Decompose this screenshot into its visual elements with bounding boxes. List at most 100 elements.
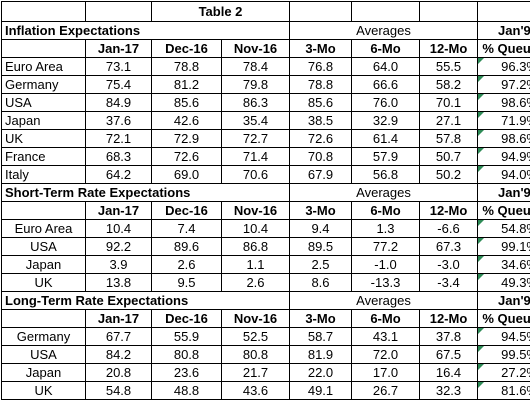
col-header[interactable]: % Queue xyxy=(478,40,530,58)
cell-value[interactable]: 67.7 xyxy=(86,328,152,346)
col-header[interactable]: 3-Mo xyxy=(290,310,352,328)
row-label[interactable]: Euro Area xyxy=(2,58,86,76)
row-label[interactable]: USA xyxy=(2,238,86,256)
col-header[interactable]: 3-Mo xyxy=(290,40,352,58)
cell-value[interactable]: 89.6 xyxy=(152,238,222,256)
cell-value[interactable]: 43.1 xyxy=(352,328,420,346)
title-blank[interactable] xyxy=(290,2,352,22)
cell-value[interactable]: 98.6% xyxy=(478,130,530,148)
row-label[interactable]: France xyxy=(2,148,86,166)
cell-value[interactable]: 10.4 xyxy=(222,220,290,238)
cell-value[interactable]: 67.3 xyxy=(420,238,478,256)
title-blank[interactable] xyxy=(352,2,420,22)
cell-value[interactable]: 71.4 xyxy=(222,148,290,166)
cell-value[interactable]: 72.0 xyxy=(352,346,420,364)
col-header[interactable]: Jan-17 xyxy=(86,310,152,328)
cell-value[interactable]: 67.9 xyxy=(290,166,352,184)
cell-value[interactable]: 67.5 xyxy=(420,346,478,364)
col-header[interactable]: 12-Mo xyxy=(420,202,478,220)
table-title[interactable]: Table 2 xyxy=(152,2,290,22)
cell-value[interactable]: 79.8 xyxy=(222,76,290,94)
cell-value[interactable]: 94.5% xyxy=(478,328,530,346)
cell-value[interactable]: 50.7 xyxy=(420,148,478,166)
cell-value[interactable]: -1.0 xyxy=(352,256,420,274)
col-header[interactable]: Dec-16 xyxy=(152,310,222,328)
cell-value[interactable]: 2.6 xyxy=(152,256,222,274)
row-label[interactable]: UK xyxy=(2,130,86,148)
row-label[interactable]: Japan xyxy=(2,256,86,274)
row-label[interactable]: Japan xyxy=(2,112,86,130)
cell-value[interactable]: 3.9 xyxy=(86,256,152,274)
title-blank[interactable] xyxy=(420,2,478,22)
col-header[interactable]: 6-Mo xyxy=(352,202,420,220)
cell-value[interactable]: 27.1 xyxy=(420,112,478,130)
cell-value[interactable]: 84.2 xyxy=(86,346,152,364)
cell-value[interactable]: 76.8 xyxy=(290,58,352,76)
cell-value[interactable]: 54.8% xyxy=(478,220,530,238)
cell-value[interactable]: 10.4 xyxy=(86,220,152,238)
averages-label[interactable]: Averages xyxy=(290,22,478,40)
cell-value[interactable]: 72.6 xyxy=(290,130,352,148)
cell-value[interactable]: 32.9 xyxy=(352,112,420,130)
cell-value[interactable]: 2.5 xyxy=(290,256,352,274)
cell-value[interactable]: 85.6 xyxy=(152,94,222,112)
col-header[interactable]: 6-Mo xyxy=(352,40,420,58)
row-label[interactable]: UK xyxy=(2,274,86,292)
cell-value[interactable]: 86.3 xyxy=(222,94,290,112)
cell-value[interactable]: 71.9% xyxy=(478,112,530,130)
col-header[interactable]: % Queue xyxy=(478,310,530,328)
title-blank[interactable] xyxy=(86,2,152,22)
cell-value[interactable]: 76.0 xyxy=(352,94,420,112)
col-header[interactable]: Dec-16 xyxy=(152,40,222,58)
jan99-label[interactable]: Jan'99 xyxy=(478,184,530,202)
cell-value[interactable]: 84.9 xyxy=(86,94,152,112)
cell-value[interactable]: 81.2 xyxy=(152,76,222,94)
cell-value[interactable]: 72.9 xyxy=(152,130,222,148)
col-header[interactable]: 12-Mo xyxy=(420,40,478,58)
averages-label[interactable]: Averages xyxy=(290,292,478,310)
cell-value[interactable]: 58.7 xyxy=(290,328,352,346)
cell-value[interactable]: 58.2 xyxy=(420,76,478,94)
cell-value[interactable]: 8.6 xyxy=(290,274,352,292)
col-header[interactable]: Nov-16 xyxy=(222,310,290,328)
col-header[interactable]: Jan-17 xyxy=(86,40,152,58)
cell-value[interactable]: 70.1 xyxy=(420,94,478,112)
cell-value[interactable]: 72.6 xyxy=(152,148,222,166)
cell-value[interactable]: 17.0 xyxy=(352,364,420,382)
col-header[interactable]: 3-Mo xyxy=(290,202,352,220)
cell-value[interactable]: 61.4 xyxy=(352,130,420,148)
row-label[interactable]: USA xyxy=(2,346,86,364)
section-title[interactable]: Short-Term Rate Expectations xyxy=(2,184,290,202)
cell-value[interactable]: 1.1 xyxy=(222,256,290,274)
cell-value[interactable]: 23.6 xyxy=(152,364,222,382)
col-header[interactable]: 12-Mo xyxy=(420,310,478,328)
cell-value[interactable]: 26.7 xyxy=(352,382,420,400)
cell-value[interactable]: 49.1 xyxy=(290,382,352,400)
cell-value[interactable]: 9.5 xyxy=(152,274,222,292)
col-header[interactable]: 6-Mo xyxy=(352,310,420,328)
cell-value[interactable]: 81.9 xyxy=(290,346,352,364)
cell-value[interactable]: 64.2 xyxy=(86,166,152,184)
cell-value[interactable]: 52.5 xyxy=(222,328,290,346)
cell-value[interactable]: 34.6% xyxy=(478,256,530,274)
cell-value[interactable]: 99.1% xyxy=(478,238,530,256)
cell-value[interactable]: 56.8 xyxy=(352,166,420,184)
cell-value[interactable]: 16.4 xyxy=(420,364,478,382)
cell-value[interactable]: 92.2 xyxy=(86,238,152,256)
cell-value[interactable]: 70.6 xyxy=(222,166,290,184)
row-label[interactable]: Germany xyxy=(2,76,86,94)
cell-value[interactable]: 96.3% xyxy=(478,58,530,76)
row-label[interactable]: Italy xyxy=(2,166,86,184)
header-blank[interactable] xyxy=(2,310,86,328)
cell-value[interactable]: -13.3 xyxy=(352,274,420,292)
cell-value[interactable]: 50.2 xyxy=(420,166,478,184)
cell-value[interactable]: 54.8 xyxy=(86,382,152,400)
cell-value[interactable]: 86.8 xyxy=(222,238,290,256)
cell-value[interactable]: 85.6 xyxy=(290,94,352,112)
cell-value[interactable]: 43.6 xyxy=(222,382,290,400)
cell-value[interactable]: 97.2% xyxy=(478,76,530,94)
cell-value[interactable]: 49.3% xyxy=(478,274,530,292)
cell-value[interactable]: 69.0 xyxy=(152,166,222,184)
cell-value[interactable]: -6.6 xyxy=(420,220,478,238)
title-blank[interactable] xyxy=(478,2,530,22)
